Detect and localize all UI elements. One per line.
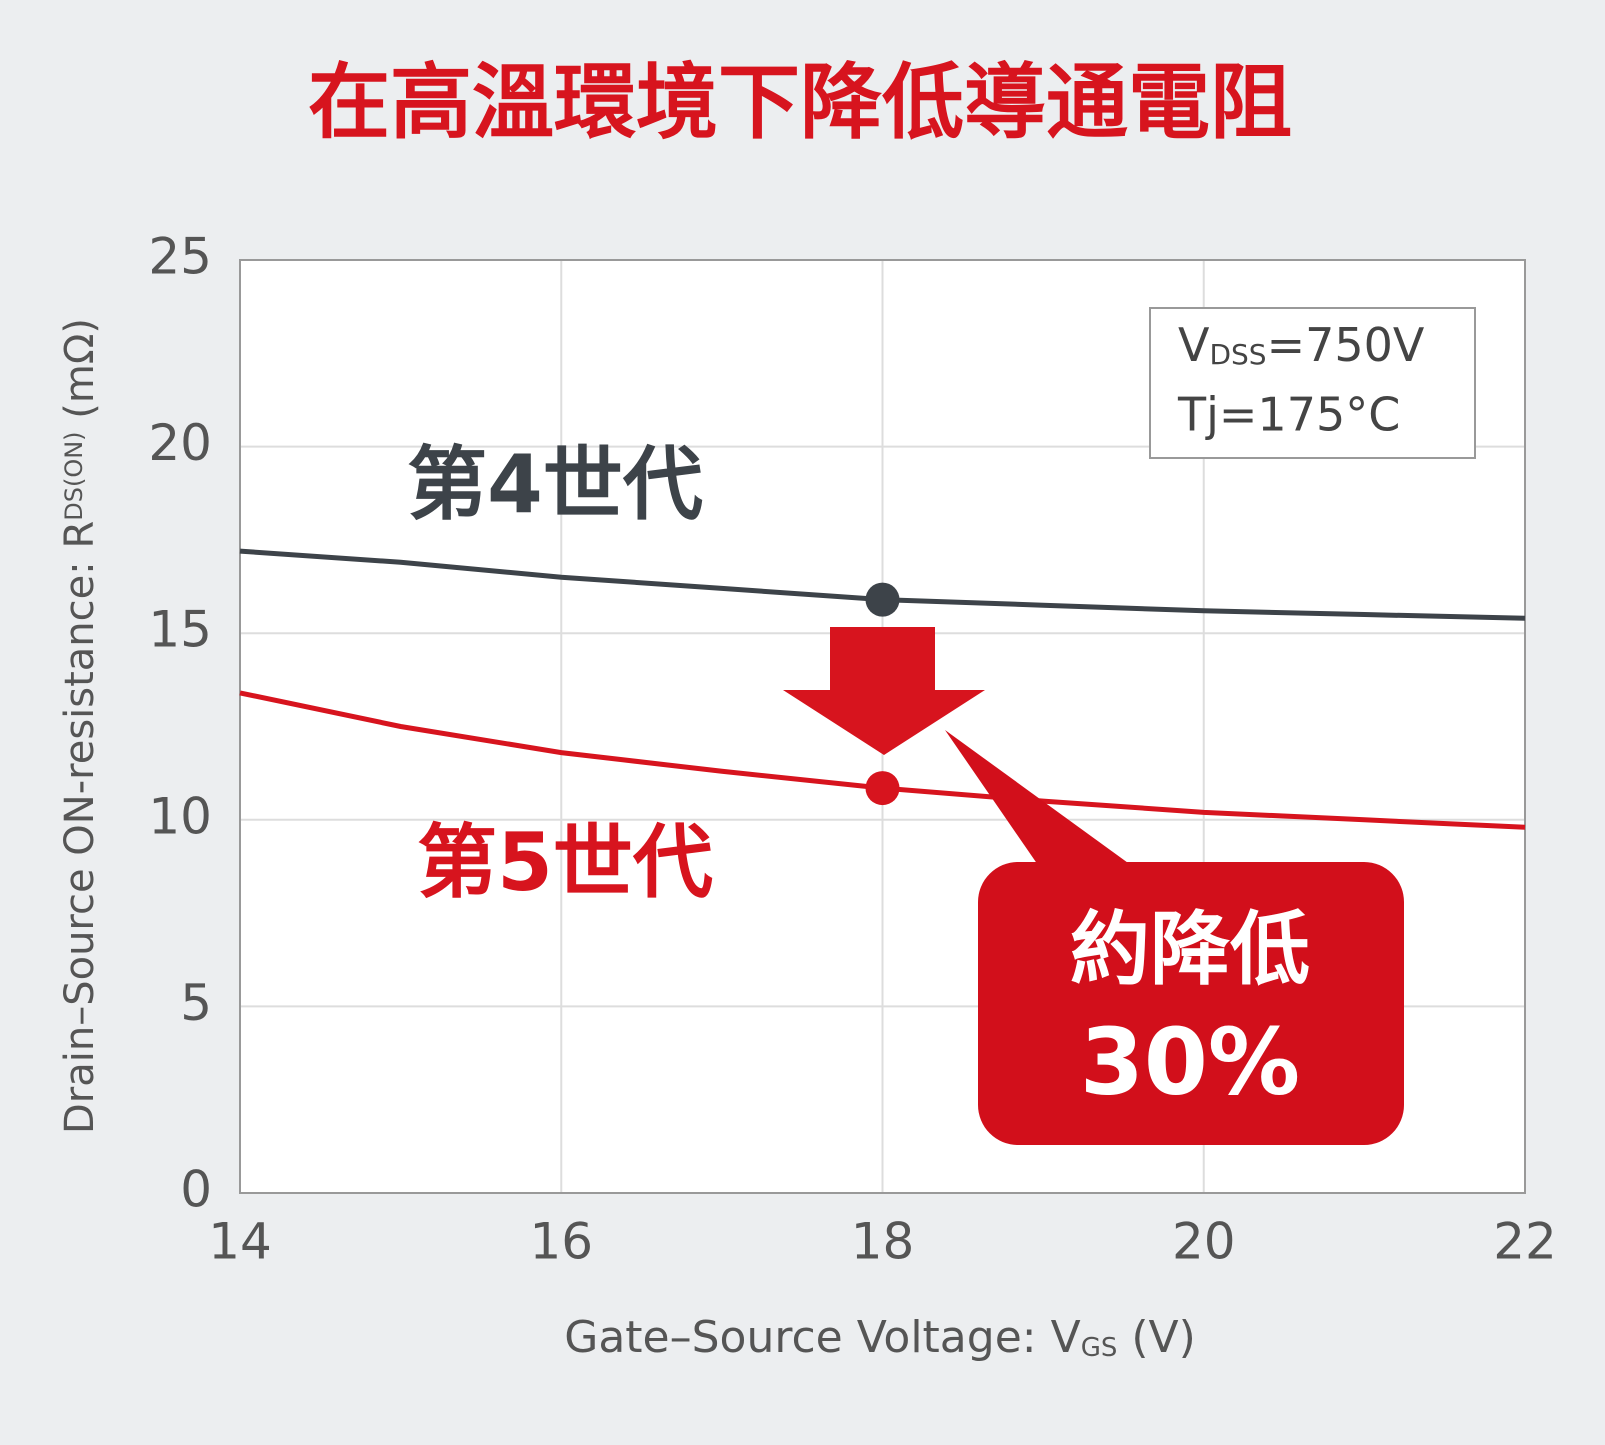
label-part: (mΩ) bbox=[57, 318, 103, 431]
y-tick-label: 5 bbox=[180, 974, 212, 1032]
plot-border bbox=[239, 259, 1526, 1194]
x-tick-label: 16 bbox=[529, 1213, 593, 1271]
y-tick-label: 25 bbox=[148, 228, 212, 286]
reduction-arrow bbox=[783, 627, 985, 755]
condition: VDSS=750V bbox=[1178, 318, 1425, 372]
y-axis-label: Drain–Source ON-resistance: RDS(ON) (mΩ) bbox=[57, 318, 103, 1134]
condition: Tj=175°C bbox=[1177, 388, 1400, 442]
highlight-point bbox=[865, 582, 900, 617]
label-part: (V) bbox=[1117, 1312, 1195, 1363]
callout-box bbox=[978, 862, 1404, 1145]
highlight-point bbox=[865, 771, 900, 806]
lines bbox=[239, 548, 1526, 830]
condition-sub: DSS bbox=[1209, 338, 1266, 371]
y-tick-label: 20 bbox=[148, 414, 212, 472]
chart-title: 在高溫環境下降低導通電阻 bbox=[308, 55, 1292, 150]
label-sub: GS bbox=[1081, 1333, 1118, 1363]
condition-part: V bbox=[1178, 318, 1210, 372]
x-tick-label: 18 bbox=[851, 1213, 915, 1271]
series-label: 第5世代 bbox=[417, 816, 713, 909]
callout-text: 約降低 bbox=[1070, 903, 1310, 996]
callout-pointer bbox=[945, 730, 1135, 868]
y-tick-label: 15 bbox=[148, 601, 212, 659]
x-tick-label: 14 bbox=[208, 1213, 272, 1271]
x-tick-label: 22 bbox=[1493, 1213, 1557, 1271]
x-tick-label: 20 bbox=[1172, 1213, 1236, 1271]
conditions-box bbox=[1149, 307, 1476, 459]
label-part: Drain–Source ON-resistance: R bbox=[57, 521, 103, 1134]
y-tick-label: 10 bbox=[148, 787, 212, 845]
label-part: Gate–Source Voltage: V bbox=[564, 1312, 1080, 1363]
condition-part: =750V bbox=[1267, 318, 1425, 372]
x-axis-label: Gate–Source Voltage: VGS (V) bbox=[564, 1312, 1196, 1363]
label-sub: DS(ON) bbox=[60, 431, 88, 520]
series-label: 第4世代 bbox=[407, 438, 703, 531]
y-tick-label: 0 bbox=[180, 1161, 212, 1219]
callout-value: 30% bbox=[1080, 1008, 1300, 1115]
